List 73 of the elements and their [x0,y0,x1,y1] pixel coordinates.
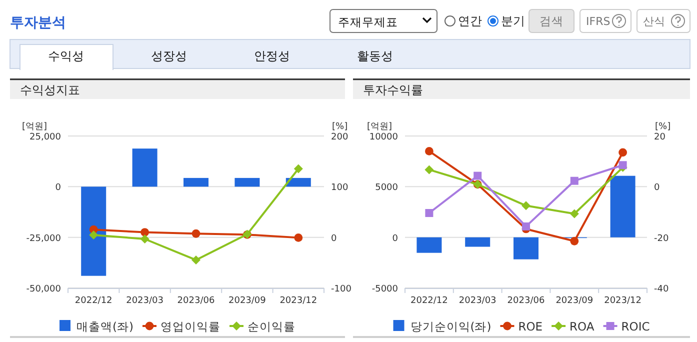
legend-label: 당기순이익(좌) [410,320,492,334]
legend-label: ROIC [621,320,650,334]
text: 수익성 [48,49,84,63]
x-tick-label: 2022/12 [74,296,112,306]
text: 산식 [643,15,665,28]
chart-title: 투자수익률 [363,83,423,97]
point [140,228,149,236]
y-tick-label: -50,000 [26,284,62,294]
y2-axis-title: [%] [332,122,348,132]
y-tick-label: -25,000 [26,234,62,244]
text: IFRS [586,15,610,28]
point [570,176,578,185]
y2-tick-label: 0 [331,234,337,244]
text: 성장성 [151,49,187,63]
text: 안정성 [254,49,290,63]
point [425,209,434,218]
y2-tick-label: -40 [654,284,669,294]
text: 활동성 [357,49,393,63]
y2-axis-title: [%] [655,122,671,132]
x-tick-label: 2023/06 [177,296,215,306]
text: 투자분석 [10,15,66,31]
x-tick-label: 2023/09 [556,296,594,306]
point [294,164,303,174]
y2-tick-label: 0 [654,183,660,194]
point [570,209,579,218]
point [424,165,434,174]
y-axis-title: [억원] [367,122,392,132]
x-tick-label: 2023/12 [604,296,642,306]
y-tick-label: 0 [392,234,398,244]
text: 검색 [540,14,564,28]
legend-label: 순이익률 [247,320,296,334]
y-tick-label: 0 [55,183,62,194]
point [618,161,627,170]
y2-tick-label: -20 [654,234,669,244]
point [522,201,530,210]
y2-tick-label: 200 [331,132,348,142]
bar [234,178,260,187]
y2-tick-label: 100 [331,183,348,194]
text: 분기 [501,14,525,28]
x-tick-label: 2023/09 [228,296,266,306]
point [192,229,200,238]
point [474,172,482,180]
x-tick-label: 2023/03 [126,296,164,306]
y2-tick-label: -100 [331,284,352,294]
legend-label: 영업이익률 [160,320,220,334]
point [425,147,434,156]
y-tick-label: 5000 [375,183,398,194]
bar [184,178,208,187]
x-tick-label: 2022/12 [410,296,448,306]
bar [81,186,106,276]
x-tick-label: 2023/03 [458,296,496,306]
x-tick-label: 2023/12 [280,296,318,306]
text: 연간 [458,14,482,28]
point [570,236,579,246]
y-axis-title: [억원] [22,122,48,132]
bar [286,178,311,187]
point [140,234,150,244]
chart-title: 수익성지표 [20,83,80,97]
y-tick-label: -5000 [372,284,398,294]
point [618,148,627,157]
point [522,222,530,230]
x-tick-label: 2023/06 [507,296,545,306]
y-tick-label: 25,000 [30,132,62,142]
y-tick-label: 10000 [369,132,398,142]
y2-tick-label: 20 [654,132,666,142]
bar [132,148,158,187]
legend-label: ROA [570,320,594,334]
text: 주재무제표 [338,15,398,29]
point [89,230,98,240]
legend-label: ROE [518,320,543,334]
legend-label: 매출액(좌) [76,320,134,334]
point [192,255,200,264]
point [294,233,303,242]
